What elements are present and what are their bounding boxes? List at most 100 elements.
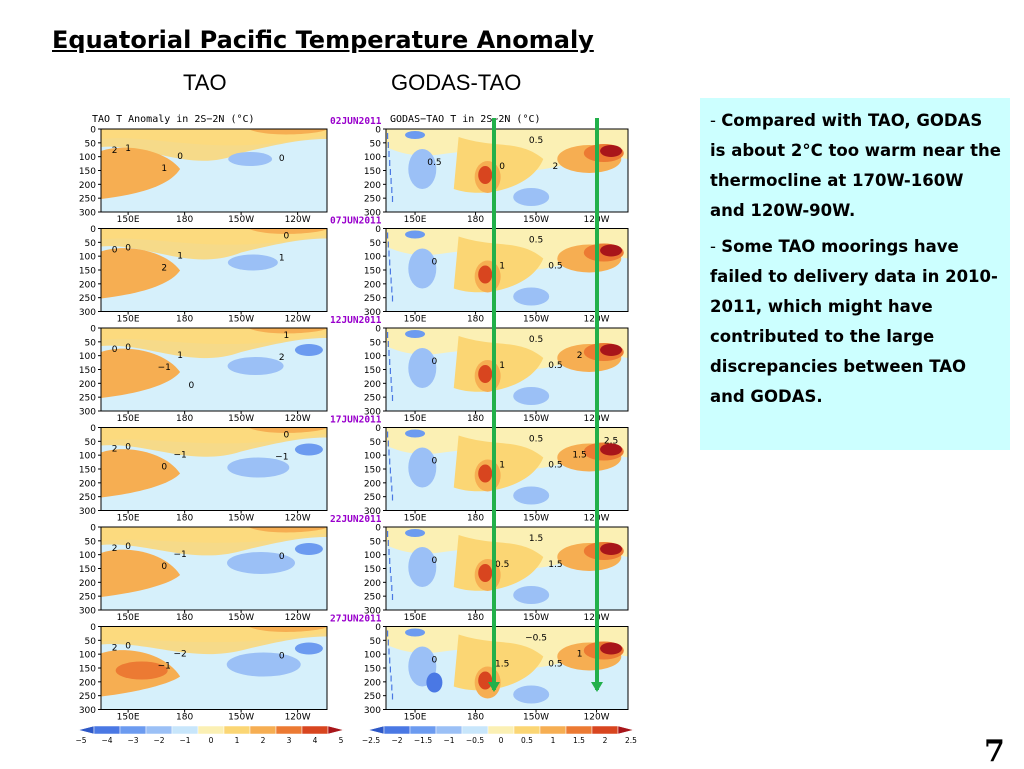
page-number: 7 — [984, 734, 1005, 769]
tao-contours — [101, 626, 327, 710]
colorbar-swatch — [591, 725, 619, 735]
depth-tick-label: 0 — [375, 623, 381, 633]
thermocline-warm-2-core — [600, 145, 623, 157]
contour-label: 2 — [279, 353, 285, 363]
depth-tick-label: 100 — [364, 352, 381, 362]
contour-label: 0.5 — [548, 262, 562, 272]
depth-tick-label: 150 — [364, 267, 381, 277]
coastal-noise — [391, 485, 393, 492]
negative-surface — [405, 429, 426, 438]
depth-tick-label: 150 — [79, 665, 96, 675]
depth-tick-label: 300 — [79, 507, 96, 517]
contour-label: 0 — [432, 357, 438, 367]
thermocline-warm-1-core — [478, 671, 493, 690]
contour-label: 1 — [499, 361, 505, 371]
colorbar-swatch — [617, 725, 634, 735]
colorbar-tick-label: −2 — [153, 736, 164, 745]
depth-tick-label: 50 — [85, 438, 97, 448]
coastal-noise — [389, 169, 391, 175]
godas-contours — [386, 228, 628, 312]
colorbar-swatch — [435, 725, 463, 735]
coastal-noise — [389, 268, 391, 275]
depth-tick-label: 0 — [90, 424, 96, 434]
depth-tick-label: 50 — [85, 637, 97, 647]
contour-label: 0 — [161, 562, 167, 572]
depth-tick-label: 300 — [79, 607, 96, 617]
coastal-noise — [387, 341, 389, 347]
contour-label: 1 — [499, 461, 505, 471]
lon-tick-label: 150E — [404, 414, 427, 424]
colorbar-swatch — [487, 725, 515, 735]
colorbar-swatch — [513, 725, 541, 735]
lon-tick-label: 150W — [228, 414, 254, 424]
colorbar-tick-label: 2 — [603, 736, 608, 745]
godas-contours — [386, 129, 628, 212]
lon-tick-label: 150E — [117, 315, 140, 325]
negative-region-2 — [513, 486, 550, 505]
depth-tick-label: 200 — [364, 678, 381, 688]
contour-label: 0 — [432, 457, 438, 467]
contour-label: 0 — [279, 652, 285, 662]
contour-label: 0.5 — [548, 660, 562, 670]
coastal-noise — [387, 531, 389, 537]
contour-label: 2 — [112, 445, 118, 455]
depth-tick-label: 250 — [79, 692, 96, 702]
lon-tick-label: 150W — [523, 713, 549, 723]
contour-label: 0.5 — [529, 435, 543, 445]
coastal-noise — [390, 377, 392, 383]
tao-column-heading: TAO — [183, 70, 227, 95]
contour-label: −2 — [173, 650, 186, 660]
coastal-noise — [389, 359, 391, 365]
negative-region-1 — [408, 547, 437, 587]
depth-tick-label: 150 — [79, 366, 96, 376]
colorbar-swatch — [368, 725, 385, 735]
depth-tick-label: 0 — [375, 524, 381, 534]
contour-label: 0 — [279, 552, 285, 562]
depth-tick-label: 100 — [364, 153, 381, 163]
depth-tick-label: 0 — [90, 126, 96, 136]
depth-tick-label: 100 — [79, 452, 96, 462]
lon-tick-label: 120W — [285, 713, 311, 723]
coastal-noise — [391, 286, 393, 293]
depth-tick-label: 200 — [79, 479, 96, 489]
contour-label: 0 — [499, 162, 505, 172]
colorbar-tick-label: 1 — [551, 736, 556, 745]
contour-label: 0 — [177, 152, 183, 162]
east-warm-surface — [247, 527, 327, 533]
negative-surface — [405, 330, 426, 338]
contour-label: 0.5 — [529, 136, 543, 146]
depth-tick-label: 300 — [79, 706, 96, 716]
thermocline-warm-1-core — [478, 166, 493, 184]
colorbar-swatch — [461, 725, 489, 735]
depth-tick-label: 50 — [370, 139, 382, 149]
colorbar-swatch — [119, 725, 147, 735]
colorbar-swatch — [78, 725, 95, 735]
coastal-noise — [387, 232, 389, 239]
colorbar-tick-label: −0.5 — [466, 736, 484, 745]
tao-contours — [101, 427, 327, 511]
lon-tick-label: 150W — [228, 514, 254, 524]
colorbar-tick-label: 2 — [261, 736, 266, 745]
contour-label: 1 — [499, 262, 505, 272]
contour-label: 0 — [432, 656, 438, 666]
contour-label: −1 — [275, 453, 288, 463]
depth-tick-label: 50 — [85, 537, 97, 547]
lon-tick-label: 180 — [467, 613, 484, 623]
depth-tick-label: 100 — [79, 551, 96, 561]
west-warm-core — [101, 248, 181, 299]
tao-contours — [101, 129, 327, 212]
cold-anomaly — [227, 552, 296, 574]
west-warm-core — [101, 549, 181, 597]
panel-date: 12JUN2011 — [330, 315, 382, 326]
thermocline-warm-2-core — [600, 443, 623, 456]
west-warm-core — [101, 147, 181, 199]
contour-label: −1 — [158, 363, 171, 373]
contour-label: 0 — [189, 381, 195, 391]
lon-tick-label: 150W — [228, 713, 254, 723]
godas-contours — [386, 328, 628, 411]
depth-tick-label: 300 — [364, 706, 381, 716]
depth-tick-label: 100 — [79, 651, 96, 661]
contour-label: 1.5 — [529, 534, 543, 544]
contour-label: 2 — [553, 162, 559, 172]
colorbar-tick-label: −1 — [179, 736, 190, 745]
